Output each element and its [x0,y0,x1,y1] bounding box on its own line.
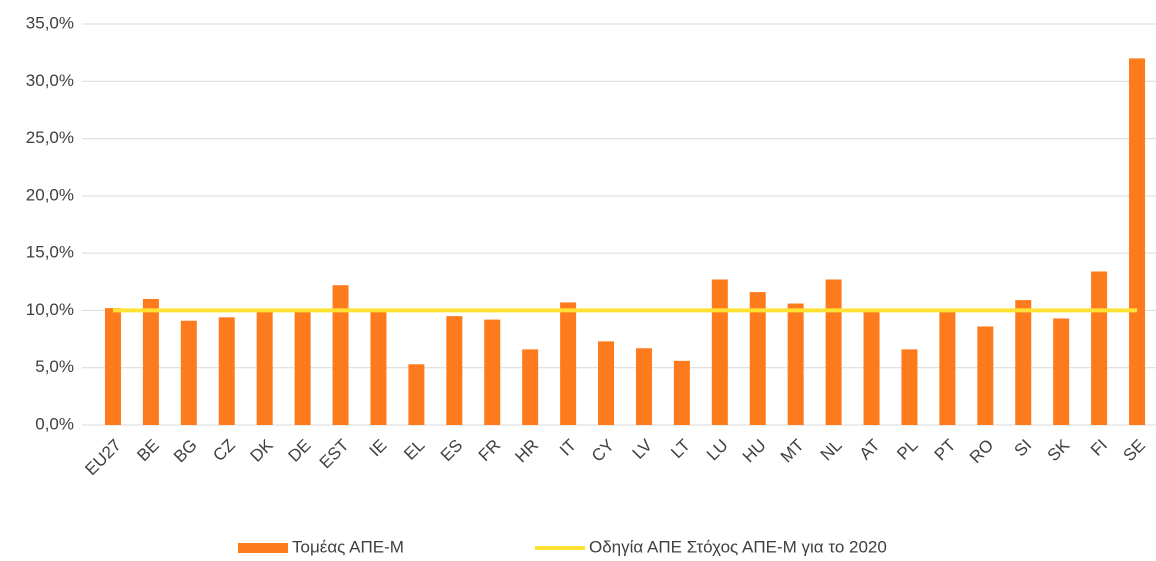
bar [1053,318,1070,425]
bar [256,311,273,425]
x-tick-label: HR [511,436,542,467]
bar [370,311,387,425]
x-tick-label: ES [437,436,466,465]
x-tick-label: EL [400,436,428,464]
y-tick-label: 0,0% [35,414,74,433]
bar [332,285,349,425]
x-tick-label: SI [1010,436,1035,461]
x-tick-label: NL [817,436,846,465]
bar [977,326,994,425]
x-tick-label: SK [1044,435,1074,465]
x-tick-label: SE [1120,436,1149,465]
bar [1129,58,1146,425]
x-tick-label: CZ [209,436,238,465]
legend-label: Οδηγία ΑΠΕ Στόχος ΑΠΕ-Μ για το 2020 [589,537,887,556]
legend-swatch [238,543,288,553]
x-tick-label: BG [170,436,201,467]
bar [787,303,804,425]
x-tick-label: PT [931,436,960,465]
bar [1091,271,1108,425]
y-tick-label: 10,0% [26,300,74,319]
bar [294,311,311,425]
y-tick-label: 25,0% [26,128,74,147]
bar [939,310,956,425]
x-tick-label: IE [366,436,391,461]
x-tick-label: DE [284,436,314,466]
y-tick-label: 5,0% [35,357,74,376]
y-tick-label: 15,0% [26,243,74,262]
y-tick-label: 30,0% [26,71,74,90]
y-tick-label: 20,0% [26,185,74,204]
x-tick-label: EST [316,436,353,473]
x-tick-label: BE [133,436,162,465]
bar [1015,300,1032,425]
x-tick-label: LT [667,436,694,463]
x-tick-label: MT [777,436,808,467]
bar [218,317,235,425]
bar [901,349,918,425]
x-tick-label: LU [703,436,732,465]
x-tick-label: IT [556,436,580,460]
bar [180,320,197,425]
x-tick-label: FI [1087,436,1111,460]
y-tick-label: 35,0% [26,13,74,32]
x-tick-label: PL [893,436,921,464]
x-tick-label: LV [629,435,657,463]
bar [598,341,615,425]
bar [635,348,652,425]
bar [863,310,880,425]
bar [560,302,577,425]
bar [446,316,463,425]
bar [825,279,842,425]
x-tick-label: EU27 [81,436,125,480]
bar [142,298,159,425]
bar [484,319,501,425]
x-tick-label: CY [588,436,618,466]
x-tick-label: DK [247,435,278,466]
bar [673,360,690,425]
x-tick-label: RO [966,436,997,467]
x-tick-label: FR [475,436,504,465]
bar [104,308,121,425]
bar [749,292,766,425]
legend-label: Τομέας ΑΠΕ-Μ [292,537,404,556]
x-tick-label: AT [856,436,884,464]
bar [408,364,425,425]
bar [522,349,539,425]
bar [711,279,728,425]
x-tick-label: HU [739,436,770,467]
